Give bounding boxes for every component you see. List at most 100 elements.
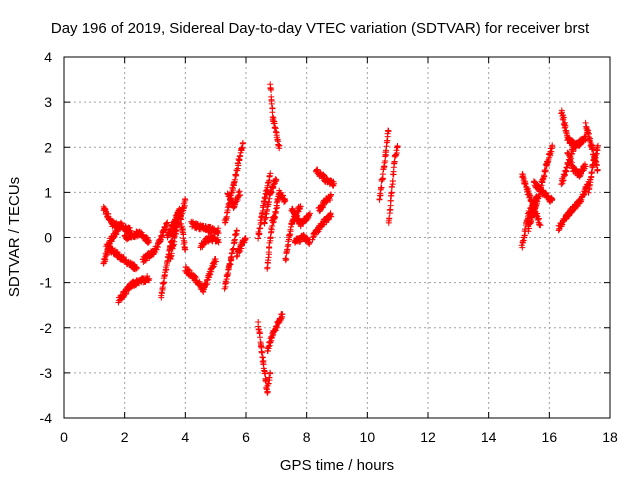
- y-tick-label: 3: [44, 94, 52, 110]
- data-point: [282, 197, 289, 204]
- data-point: [235, 162, 242, 169]
- data-point: [268, 100, 275, 107]
- y-tick-label: -1: [40, 275, 53, 291]
- chart-title: Day 196 of 2019, Sidereal Day-to-day VTE…: [51, 20, 590, 37]
- data-point: [378, 184, 385, 191]
- data-point: [377, 192, 384, 199]
- data-point: [230, 204, 237, 211]
- series-arc-7c: [291, 232, 313, 248]
- data-point: [537, 222, 544, 229]
- data-point: [165, 232, 171, 239]
- data-point: [232, 232, 239, 238]
- data-point: [582, 119, 589, 126]
- data-point: [159, 234, 166, 241]
- data-point: [167, 253, 174, 260]
- data-point: [542, 167, 549, 174]
- data-point: [269, 223, 276, 229]
- data-point: [267, 370, 274, 377]
- series-arc-4b: [188, 218, 222, 237]
- data-point: [223, 279, 230, 286]
- series-arc-15d: [530, 178, 556, 205]
- series-arc-5c: [224, 188, 244, 211]
- data-point: [528, 218, 535, 225]
- data-point: [287, 226, 294, 233]
- data-point: [273, 176, 280, 183]
- data-point: [304, 235, 311, 242]
- data-point: [391, 158, 398, 165]
- data-point: [595, 142, 601, 149]
- y-axis-label: SDTVAR / TECUs: [6, 177, 23, 297]
- data-point: [265, 380, 272, 387]
- data-point: [582, 133, 589, 140]
- series-arc-8b: [313, 166, 337, 189]
- data-point: [594, 147, 601, 154]
- data-point: [133, 264, 140, 271]
- x-tick-label: 6: [242, 429, 250, 445]
- data-point: [279, 311, 286, 318]
- data-point: [276, 142, 283, 149]
- series-arc-10a: [376, 127, 392, 203]
- data-point: [388, 183, 395, 190]
- series-arc-6b: [264, 311, 286, 355]
- data-point: [215, 230, 222, 236]
- data-point: [200, 289, 207, 295]
- series-arc-6d: [261, 176, 280, 227]
- data-point: [297, 203, 304, 210]
- y-tick-label: 0: [44, 230, 52, 246]
- y-tick-label: 2: [44, 139, 52, 155]
- data-point: [533, 203, 540, 210]
- series-arc-3c: [167, 196, 189, 263]
- series-arc-2a: [115, 273, 153, 306]
- data-point: [134, 265, 140, 272]
- y-tick-label: -2: [40, 320, 53, 336]
- data-point: [226, 260, 233, 267]
- data-point: [164, 219, 171, 226]
- series-arc-5d: [233, 235, 249, 260]
- y-tick-label: -3: [40, 365, 53, 381]
- series-arc-4a: [182, 256, 219, 295]
- data-point: [589, 145, 596, 151]
- data-point: [388, 190, 395, 197]
- data-point: [378, 185, 384, 192]
- data-point: [519, 244, 526, 251]
- series-arc-17b: [585, 142, 601, 196]
- data-point: [270, 219, 277, 226]
- data-point: [182, 196, 189, 202]
- data-point: [394, 143, 401, 149]
- data-point: [549, 142, 556, 149]
- data-point: [283, 256, 290, 263]
- series-arc-6g: [270, 187, 289, 226]
- data-point: [239, 139, 246, 146]
- data-point: [393, 150, 400, 156]
- data-point: [182, 246, 189, 253]
- data-point: [227, 195, 234, 202]
- data-point: [331, 180, 337, 187]
- data-point: [594, 167, 601, 174]
- series-arc-8c: [315, 191, 334, 215]
- data-point: [522, 181, 529, 188]
- data-point: [327, 210, 334, 217]
- data-point: [585, 189, 592, 196]
- series-arc-10b: [385, 143, 401, 226]
- x-tick-label: 10: [360, 429, 376, 445]
- data-point: [242, 235, 249, 242]
- data-point: [527, 192, 533, 199]
- series-arc-2c: [139, 219, 171, 265]
- x-tick-label: 12: [420, 429, 436, 445]
- data-point: [229, 246, 236, 253]
- data-point: [559, 178, 566, 185]
- data-point: [263, 208, 270, 215]
- y-tick-label: 4: [44, 49, 52, 65]
- data-point: [328, 191, 334, 198]
- data-point: [534, 200, 540, 207]
- data-point: [230, 245, 237, 252]
- data-point: [536, 215, 542, 222]
- x-tick-label: 2: [121, 429, 129, 445]
- x-tick-label: 14: [481, 429, 497, 445]
- data-point: [266, 374, 273, 381]
- data-point: [233, 227, 240, 234]
- data-point: [588, 169, 595, 176]
- data-point: [267, 170, 274, 177]
- x-axis-label: GPS time / hours: [280, 457, 394, 474]
